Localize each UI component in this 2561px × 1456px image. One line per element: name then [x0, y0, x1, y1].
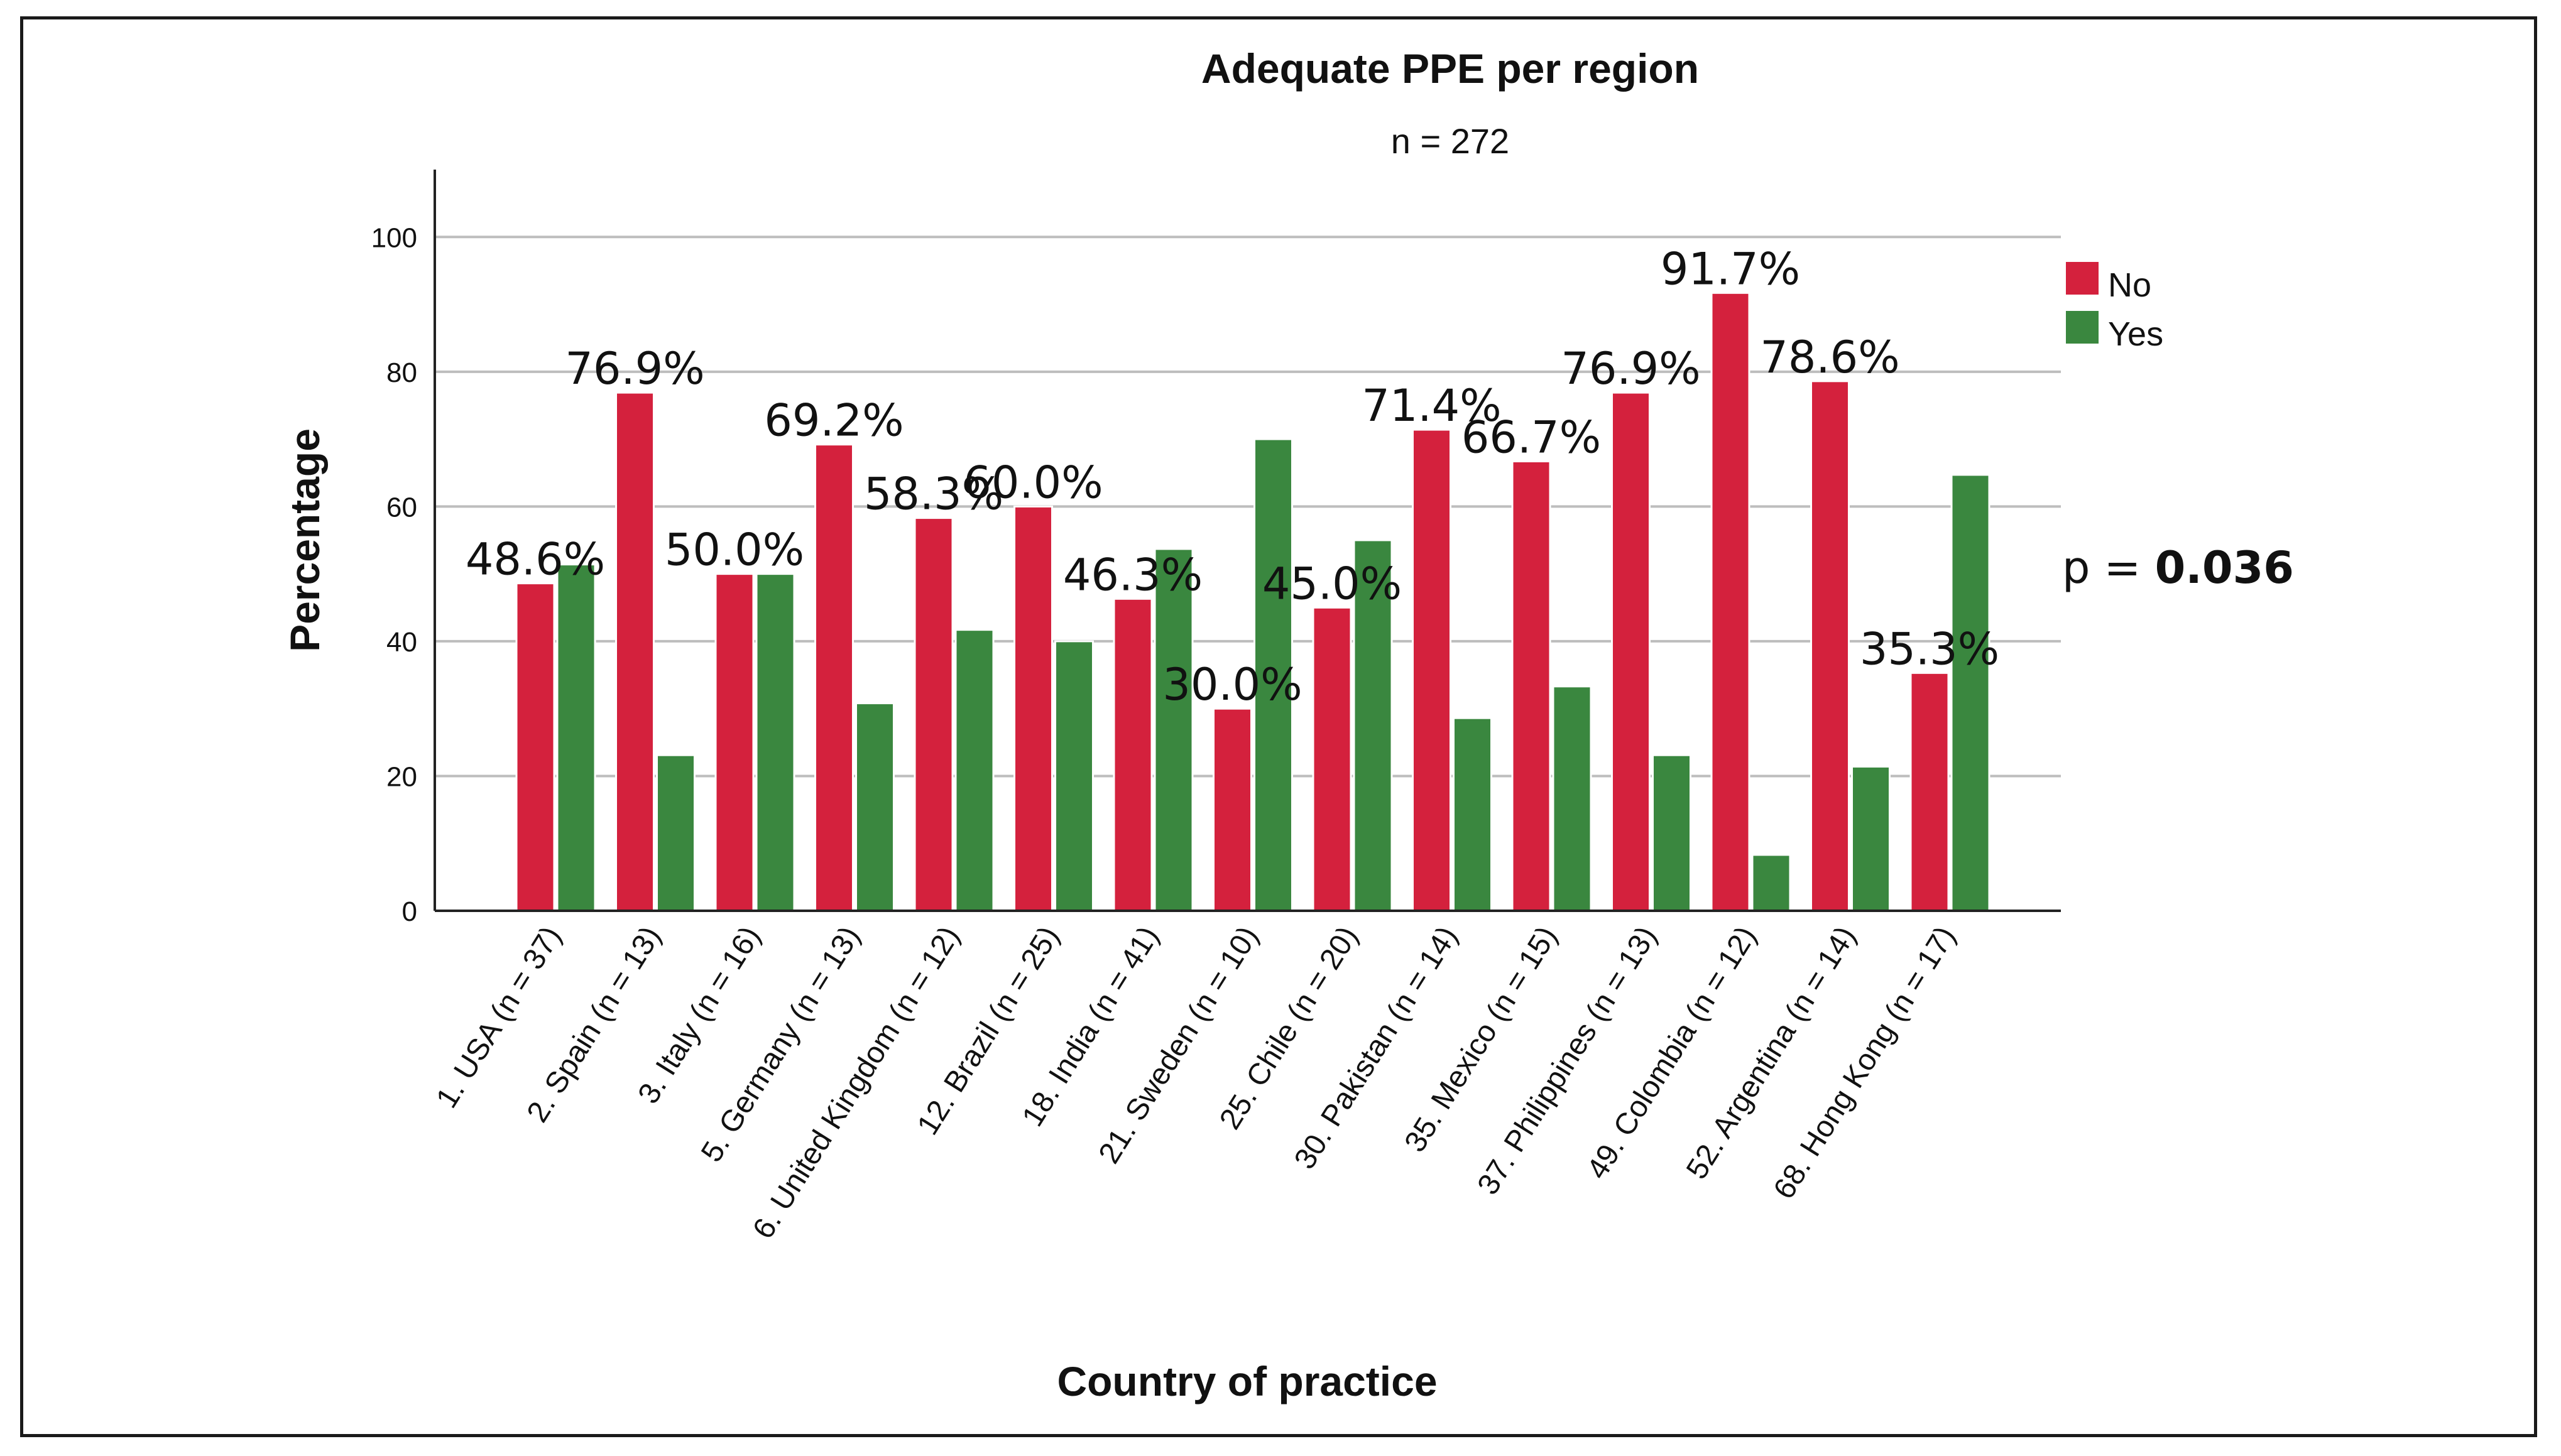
x-axis-title: Country of practice	[1057, 1358, 1437, 1404]
data-label-6: 60.0%	[963, 457, 1103, 508]
bar-no-12	[1611, 391, 1651, 912]
bar-yes-5	[954, 629, 995, 912]
data-label-12: 76.9%	[1561, 343, 1700, 394]
data-label-13: 91.7%	[1661, 243, 1800, 295]
data-label-5: 58.3%	[864, 469, 1003, 520]
bar-no-15	[1909, 671, 1950, 912]
legend: No Yes	[2066, 262, 2163, 353]
x-tick-label-12: 37. Philippines (n = 13)	[1471, 921, 1663, 1201]
bar-yes-6	[1054, 640, 1094, 912]
x-tick-label-14: 52. Argentina (n = 14)	[1680, 921, 1862, 1185]
bars	[515, 291, 1990, 912]
legend-swatch-yes	[2066, 311, 2099, 344]
x-tick-labels: 1. USA (n = 37)2. Spain (n = 13)3. Italy…	[430, 921, 1962, 1245]
bar-no-3	[714, 573, 755, 912]
bar-yes-10	[1453, 717, 1492, 912]
bar-no-4	[814, 443, 854, 912]
bar-no-10	[1412, 428, 1451, 912]
bar-yes-12	[1652, 754, 1691, 912]
data-label-3: 50.0%	[665, 524, 804, 576]
legend-label-yes: Yes	[2108, 315, 2163, 353]
legend-swatch-no	[2066, 262, 2099, 295]
bar-no-1	[515, 582, 555, 912]
data-label-10: 71.4%	[1362, 380, 1501, 432]
x-tick-label-5: 6. United Kingdom (n = 12)	[746, 921, 966, 1245]
chart-title: Adequate PPE per region	[1201, 45, 1699, 92]
bar-no-5	[914, 517, 954, 912]
y-tick-label-100: 100	[371, 222, 417, 253]
y-tick-label-80: 80	[386, 357, 417, 388]
data-label-7: 46.3%	[1063, 549, 1203, 600]
data-label-2: 76.9%	[565, 343, 704, 394]
y-tick-label-60: 60	[386, 492, 417, 523]
y-tick-labels: 0 20 40 60 80 100	[371, 222, 417, 927]
data-labels: 48.6% 76.9% 50.0% 69.2% 58.3%60.0% 46.3% 30.0%…	[466, 243, 1999, 710]
bar-no-9	[1312, 606, 1352, 912]
bar-yes-3	[755, 573, 795, 912]
data-label-8: 30.0%	[1162, 659, 1302, 710]
data-label-11: 66.7%	[1461, 411, 1601, 463]
y-tick-label-20: 20	[386, 761, 417, 792]
gridlines	[435, 236, 2061, 778]
bar-no-13	[1710, 291, 1750, 912]
bar-yes-13	[1751, 854, 1791, 912]
y-axis-title: Percentage	[281, 428, 328, 652]
p-value-annotation: p = 0.036	[2062, 542, 2294, 594]
bar-yes-4	[855, 702, 895, 912]
bar-yes-2	[656, 754, 696, 912]
axes	[434, 170, 2061, 912]
bar-no-14	[1810, 380, 1850, 912]
bar-yes-11	[1552, 685, 1592, 912]
bar-yes-1	[556, 563, 596, 912]
bar-yes-7	[1154, 548, 1194, 912]
bar-no-6	[1013, 505, 1053, 912]
bar-yes-14	[1851, 765, 1891, 912]
bar-no-7	[1113, 597, 1153, 912]
bar-no-8	[1213, 707, 1252, 912]
bar-no-2	[615, 391, 655, 912]
x-tick-label-13: 49. Colombia (n = 12)	[1581, 921, 1763, 1185]
chart-subtitle: n = 272	[1391, 121, 1509, 161]
p-value-prefix: p =	[2062, 542, 2155, 594]
x-tick-label-15: 68. Hong Kong (n = 17)	[1767, 921, 1962, 1205]
data-label-9: 45.0%	[1262, 558, 1402, 609]
data-label-4: 69.2%	[764, 395, 904, 447]
data-label-1: 48.6%	[466, 534, 605, 585]
data-label-15: 35.3%	[1860, 623, 1999, 675]
legend-label-no: No	[2108, 266, 2151, 304]
p-value-number: 0.036	[2155, 542, 2294, 594]
bar-no-11	[1511, 460, 1551, 912]
y-tick-label-40: 40	[386, 627, 417, 658]
data-label-14: 78.6%	[1760, 332, 1899, 383]
y-tick-label-0: 0	[402, 896, 417, 927]
bar-yes-9	[1353, 539, 1393, 912]
bar-yes-15	[1950, 474, 1990, 912]
